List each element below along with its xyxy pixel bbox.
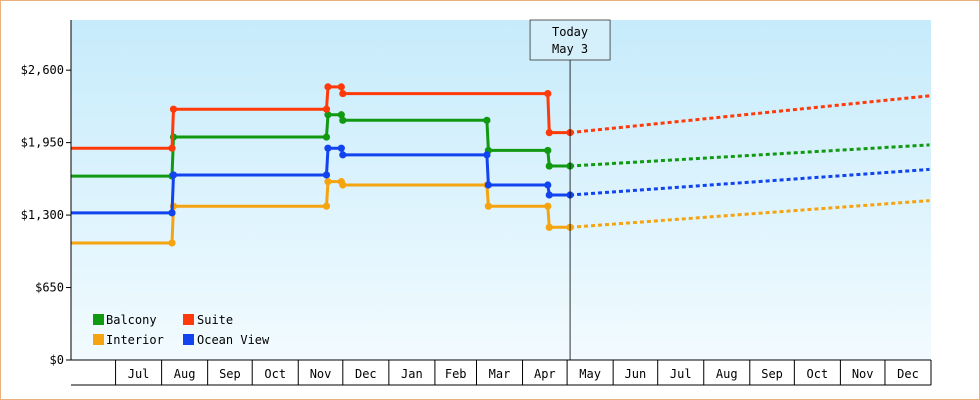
x-tick-label: Sep bbox=[219, 367, 241, 381]
y-tick-label: $0 bbox=[50, 353, 64, 367]
data-point-balcony bbox=[544, 146, 552, 155]
data-point-ocean-view bbox=[483, 151, 491, 159]
series-line-suite bbox=[71, 85, 571, 150]
data-point-suite bbox=[339, 89, 347, 98]
legend-swatch-balcony bbox=[93, 314, 104, 325]
data-point-interior bbox=[545, 223, 553, 231]
x-tick-label: Dec bbox=[355, 367, 377, 381]
x-tick-label: Aug bbox=[174, 367, 196, 381]
data-point-suite bbox=[168, 144, 176, 152]
x-tick-label: Dec bbox=[897, 367, 919, 381]
y-axis: $0 $650 $1,300 $1,950 $2,600 bbox=[21, 20, 72, 367]
data-point-ocean-view bbox=[337, 144, 345, 152]
x-tick-label: Sep bbox=[761, 367, 783, 381]
data-point-suite bbox=[169, 105, 178, 113]
today-date: May 3 bbox=[552, 42, 588, 56]
x-tick-label: Oct bbox=[807, 367, 829, 381]
legend-swatch-interior bbox=[93, 334, 104, 345]
data-point-ocean-view bbox=[545, 191, 553, 199]
data-point-interior bbox=[544, 202, 552, 210]
data-point-suite bbox=[545, 128, 553, 137]
y-tick-label: $650 bbox=[35, 281, 64, 295]
data-point-interior bbox=[324, 178, 332, 186]
y-tick-label: $1,950 bbox=[21, 136, 64, 150]
x-tick-label: Nov bbox=[852, 367, 874, 381]
x-tick-label: Mar bbox=[489, 367, 511, 381]
data-point-interior bbox=[168, 239, 176, 247]
x-tick-label: Jul bbox=[670, 367, 692, 381]
data-point-balcony bbox=[545, 162, 553, 170]
x-tick-label: May bbox=[579, 367, 601, 381]
data-point-balcony bbox=[324, 111, 332, 119]
data-point-balcony bbox=[483, 116, 491, 124]
data-point-suite bbox=[337, 83, 345, 91]
series-ocean-view bbox=[71, 144, 930, 217]
data-point-suite bbox=[324, 83, 332, 91]
series-suite bbox=[71, 83, 930, 152]
legend-label-balcony: Balcony bbox=[106, 313, 157, 327]
data-point-interior bbox=[322, 202, 331, 210]
data-point-interior bbox=[339, 181, 347, 189]
legend-label-interior: Interior bbox=[106, 333, 164, 347]
data-point-balcony bbox=[322, 133, 331, 141]
legend-swatch-suite bbox=[183, 314, 194, 325]
y-tick-label: $1,300 bbox=[21, 208, 64, 222]
legend-label-suite: Suite bbox=[197, 313, 233, 327]
today-label: Today bbox=[552, 25, 588, 39]
x-tick-label: Nov bbox=[310, 367, 332, 381]
x-tick-label: Feb bbox=[445, 367, 467, 381]
data-point-interior bbox=[484, 202, 492, 210]
legend-label-ocean-view: Ocean View bbox=[197, 333, 270, 347]
data-point-balcony bbox=[337, 111, 345, 119]
legend: Balcony Suite Interior Ocean View bbox=[93, 313, 270, 347]
data-point-suite bbox=[544, 89, 552, 98]
x-tick-label: Jul bbox=[128, 367, 150, 381]
x-axis: Jul Aug Sep Oct Nov Dec Jan Feb Mar Apr May Jun Jul A… bbox=[71, 359, 932, 386]
today-box bbox=[529, 19, 611, 61]
data-point-ocean-view bbox=[322, 171, 331, 179]
data-point-suite bbox=[322, 105, 331, 113]
x-tick-label: Aug bbox=[716, 367, 738, 381]
x-tick-label: Apr bbox=[534, 367, 556, 381]
x-tick-label: Jan bbox=[401, 367, 423, 381]
today-marker: Today May 3 bbox=[529, 19, 611, 360]
x-tick-label: Jun bbox=[625, 367, 647, 381]
series-layer bbox=[71, 83, 930, 247]
data-point-ocean-view bbox=[168, 209, 176, 217]
x-tick-label: Oct bbox=[264, 367, 286, 381]
data-point-ocean-view bbox=[484, 181, 492, 189]
y-tick-label: $2,600 bbox=[21, 63, 64, 77]
data-point-ocean-view bbox=[339, 151, 347, 159]
data-point-ocean-view bbox=[169, 171, 178, 179]
plot-area bbox=[71, 20, 931, 360]
data-point-ocean-view bbox=[544, 181, 552, 189]
forecast-line-suite bbox=[569, 94, 930, 135]
data-point-balcony bbox=[339, 116, 347, 124]
data-point-ocean-view bbox=[324, 144, 332, 152]
legend-swatch-ocean-view bbox=[183, 334, 194, 345]
